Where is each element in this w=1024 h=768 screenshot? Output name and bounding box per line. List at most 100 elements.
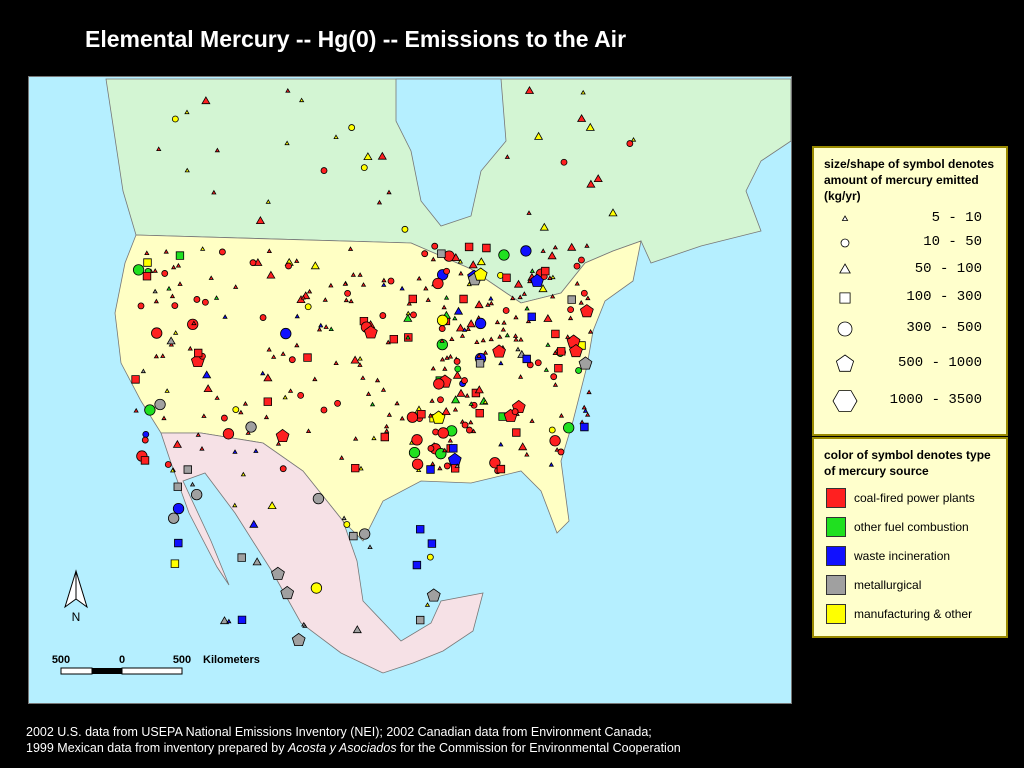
symbol bbox=[558, 412, 565, 418]
symbol bbox=[543, 314, 553, 322]
swatch bbox=[826, 487, 846, 508]
size-list: 5 - 10 10 - 50 50 - 100 100 - 300 300 - 500 5… bbox=[814, 208, 1006, 420]
symbol bbox=[245, 430, 251, 435]
symbol bbox=[301, 621, 307, 627]
footnote-line: 2002 U.S. data from USEPA National Emiss… bbox=[26, 725, 652, 739]
symbol bbox=[341, 515, 347, 521]
symbol bbox=[439, 338, 445, 343]
symbol bbox=[383, 423, 390, 429]
symbol bbox=[219, 248, 226, 256]
swatch bbox=[826, 545, 846, 566]
symbol bbox=[416, 467, 422, 473]
symbol bbox=[318, 322, 324, 328]
symbol bbox=[534, 359, 542, 367]
symbol bbox=[387, 277, 395, 285]
symbol bbox=[630, 136, 637, 142]
symbol bbox=[515, 346, 521, 352]
symbol bbox=[423, 285, 429, 291]
symbol bbox=[430, 256, 436, 262]
symbol bbox=[475, 359, 485, 368]
symbol bbox=[497, 334, 503, 339]
scale-label: 0 bbox=[119, 654, 125, 666]
symbol bbox=[352, 625, 362, 634]
symbol bbox=[285, 262, 292, 270]
symbol bbox=[381, 282, 387, 287]
symbol bbox=[494, 319, 501, 325]
symbol bbox=[455, 323, 466, 332]
symbol bbox=[474, 317, 487, 330]
size-range: 5 - 10 bbox=[931, 210, 982, 226]
symbol bbox=[529, 418, 535, 423]
symbol bbox=[322, 297, 328, 302]
map-drawing: N 500 0 500 Kilometers bbox=[52, 78, 792, 675]
symbol bbox=[510, 295, 516, 301]
symbol bbox=[547, 275, 553, 281]
symbol bbox=[265, 199, 271, 204]
symbol bbox=[183, 465, 193, 474]
symbol bbox=[328, 282, 334, 288]
symbol bbox=[449, 336, 455, 342]
symbol bbox=[430, 461, 436, 466]
symbol bbox=[163, 248, 169, 254]
color-row: other fuel combustion bbox=[814, 512, 1006, 541]
symbol bbox=[282, 394, 288, 400]
size-range: 10 - 50 bbox=[923, 234, 982, 250]
symbol bbox=[280, 351, 286, 356]
symbol bbox=[447, 437, 453, 443]
text: for the Commission for Environmental Coo… bbox=[396, 741, 681, 755]
symbol bbox=[574, 280, 580, 286]
color-row: waste incineration bbox=[814, 541, 1006, 570]
symbol bbox=[524, 86, 535, 94]
symbol bbox=[513, 279, 524, 288]
symbol bbox=[172, 439, 182, 448]
symbol bbox=[438, 325, 446, 332]
scale-label: 500 bbox=[173, 654, 191, 666]
symbol bbox=[488, 336, 494, 342]
symbol bbox=[168, 512, 180, 524]
symbol bbox=[560, 158, 568, 166]
symbol bbox=[482, 243, 491, 253]
symbol bbox=[376, 199, 383, 205]
symbol bbox=[237, 553, 246, 562]
north-label: N bbox=[72, 610, 81, 624]
symbol bbox=[380, 432, 390, 442]
symbol bbox=[303, 353, 312, 362]
symbol bbox=[374, 377, 381, 383]
symbol bbox=[380, 387, 387, 392]
symbol bbox=[170, 559, 180, 568]
symbol bbox=[496, 464, 506, 474]
symbol bbox=[171, 264, 177, 270]
symbol bbox=[449, 444, 458, 453]
symbol bbox=[275, 440, 282, 446]
symbol bbox=[443, 462, 451, 470]
symbol bbox=[431, 242, 439, 250]
swatch bbox=[826, 574, 846, 595]
symbol bbox=[344, 290, 351, 297]
symbol bbox=[142, 430, 150, 438]
symbol bbox=[513, 314, 519, 320]
size-range: 1000 - 3500 bbox=[889, 392, 982, 408]
symbol bbox=[363, 152, 373, 161]
symbol bbox=[567, 242, 577, 251]
symbol bbox=[310, 261, 320, 270]
symbol bbox=[406, 411, 419, 423]
symbol bbox=[348, 298, 354, 304]
symbol bbox=[320, 406, 328, 414]
symbol bbox=[306, 288, 313, 294]
symbol bbox=[169, 293, 176, 299]
symbol bbox=[426, 465, 435, 474]
symbol bbox=[379, 312, 387, 319]
size-row: 1000 - 3500 bbox=[814, 382, 1006, 420]
symbol bbox=[347, 246, 354, 251]
symbol bbox=[249, 519, 259, 528]
symbol bbox=[408, 294, 418, 304]
symbol bbox=[389, 334, 399, 344]
symbol bbox=[475, 408, 484, 418]
symbol bbox=[573, 262, 581, 270]
symbol bbox=[525, 318, 532, 324]
symbol bbox=[552, 244, 559, 250]
symbol bbox=[342, 281, 348, 286]
symbol bbox=[539, 222, 549, 231]
symbol bbox=[211, 189, 217, 195]
symbol bbox=[485, 302, 491, 307]
